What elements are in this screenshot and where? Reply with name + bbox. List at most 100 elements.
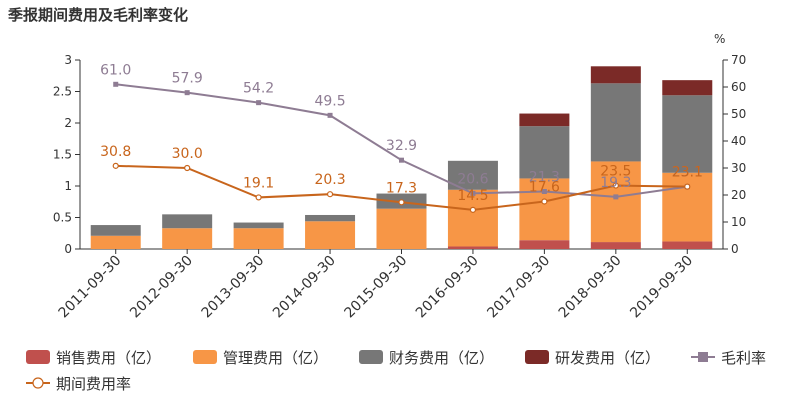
bar-segment xyxy=(233,222,284,229)
data-label: 17.3 xyxy=(386,180,417,196)
chart-title: 季报期间费用及毛利率变化 xyxy=(8,6,189,24)
data-label: 20.3 xyxy=(314,172,345,188)
bar-segment xyxy=(662,172,713,242)
bar-segment xyxy=(305,221,356,249)
bar-segment xyxy=(590,242,641,249)
data-label: 17.6 xyxy=(529,179,560,195)
line-point xyxy=(255,194,262,201)
bar-segment xyxy=(233,228,284,249)
bar-segment xyxy=(662,80,713,96)
bar-segment xyxy=(590,161,641,243)
data-label: 21.3 xyxy=(529,169,560,185)
legend-label: 期间费用率 xyxy=(56,375,131,393)
bar-segment xyxy=(162,228,213,249)
line-point xyxy=(541,198,548,205)
bar-segment xyxy=(662,95,713,173)
legend-marker xyxy=(32,377,44,389)
legend-swatch xyxy=(26,350,50,364)
data-label: 19.1 xyxy=(243,175,274,191)
legend-item: 管理费用（亿） xyxy=(193,349,328,367)
data-label: 49.5 xyxy=(314,93,345,109)
x-tick-label: 2016-09-30 xyxy=(413,253,482,322)
y-tick-label: 2.5 xyxy=(53,85,72,99)
data-label: 23.1 xyxy=(672,165,703,181)
line-point xyxy=(613,194,619,200)
y2-tick-label: 60 xyxy=(731,80,746,94)
legend-item: 研发费用（亿） xyxy=(525,349,660,367)
x-tick-label: 2013-09-30 xyxy=(199,253,268,322)
legend-label: 财务费用（亿） xyxy=(389,349,494,367)
data-labels: 61.0 57.9 54.2 49.5 32.9 20.6 21.3 19.3 23.1 30.8… xyxy=(100,62,703,204)
bar-segment xyxy=(447,189,498,247)
y2-tick-label: 0 xyxy=(731,242,739,256)
y2-tick-label: 40 xyxy=(731,134,746,148)
legend-swatch xyxy=(193,350,217,364)
data-label: 14.5 xyxy=(457,188,488,204)
x-tick-label: 2012-09-30 xyxy=(127,253,196,322)
bar-segment xyxy=(90,225,141,236)
data-label: 32.9 xyxy=(386,138,417,154)
line-point xyxy=(184,164,191,172)
y-tick-label: 2 xyxy=(64,116,72,130)
y-tick-label: 3 xyxy=(64,53,72,67)
line-point xyxy=(399,157,404,163)
line-point xyxy=(113,81,119,87)
data-label: 23.1 xyxy=(672,165,703,181)
x-tick-label: 2018-09-30 xyxy=(556,253,625,322)
bar-segment xyxy=(162,214,213,229)
line-point xyxy=(256,100,262,106)
bar-segment xyxy=(447,246,498,249)
lines xyxy=(112,81,691,213)
bar-segment xyxy=(376,208,427,249)
line-point xyxy=(326,191,334,198)
x-tick-label: 2019-09-30 xyxy=(627,253,696,322)
bar-segment xyxy=(305,214,356,222)
y2-unit-label: % xyxy=(714,32,725,46)
line-point xyxy=(684,183,691,190)
line-point xyxy=(541,188,547,194)
legend-label: 销售费用（亿） xyxy=(56,349,161,367)
line-point xyxy=(470,190,476,196)
y2-tick-label: 20 xyxy=(731,188,746,202)
data-label: 30.0 xyxy=(172,146,203,162)
line-point xyxy=(184,90,190,96)
bar-segment xyxy=(519,240,570,249)
data-label: 19.3 xyxy=(600,175,631,191)
legend-marker xyxy=(698,352,708,362)
y2-tick-label: 30 xyxy=(731,161,746,175)
y-tick-label: 1 xyxy=(64,179,72,193)
x-tick-label: 2015-09-30 xyxy=(341,253,410,322)
legend-label: 研发费用（亿） xyxy=(555,349,660,367)
y2-tick-label: 50 xyxy=(731,107,746,121)
bars xyxy=(90,66,713,249)
legend-swatch xyxy=(359,350,383,364)
y-tick-label: 0.5 xyxy=(53,211,72,225)
legend-item: 期间费用率 xyxy=(26,375,131,393)
x-tick-label: 2017-09-30 xyxy=(484,253,553,322)
legend-item: 毛利率 xyxy=(691,349,766,367)
legend-label: 毛利率 xyxy=(721,349,766,367)
bar-segment xyxy=(662,241,713,249)
line-point xyxy=(112,162,119,169)
line-point xyxy=(398,199,405,206)
line-point xyxy=(327,112,333,118)
data-label: 61.0 xyxy=(100,62,131,78)
x-tick-label: 2011-09-30 xyxy=(56,253,125,322)
y2-tick-label: 10 xyxy=(731,215,746,229)
data-label: 23.5 xyxy=(600,164,631,180)
data-label: 20.6 xyxy=(457,171,488,187)
data-label: 30.8 xyxy=(100,144,131,160)
legend-item: 财务费用（亿） xyxy=(359,349,494,367)
y-tick-label: 1.5 xyxy=(53,148,72,162)
x-tick-label: 2014-09-30 xyxy=(270,253,339,322)
line-point xyxy=(612,182,619,189)
bar-segment xyxy=(519,113,570,127)
bar-segment xyxy=(519,178,570,241)
bar-segment xyxy=(590,66,641,84)
bar-segment xyxy=(519,126,570,179)
data-label: 54.2 xyxy=(243,81,274,97)
y-tick-label: 0 xyxy=(64,242,72,256)
